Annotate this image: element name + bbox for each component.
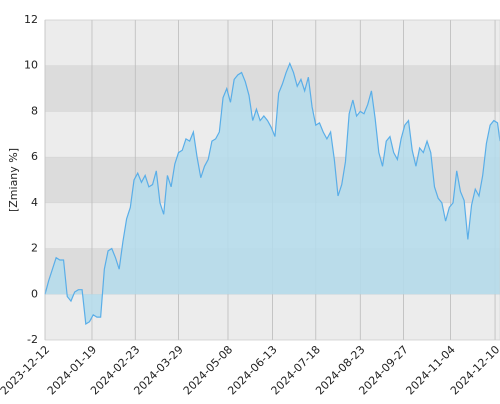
y-tick-label: 6 xyxy=(31,150,38,163)
y-tick-label: 4 xyxy=(31,196,38,209)
y-tick-label: 8 xyxy=(31,104,38,117)
y-tick-label: -2 xyxy=(27,333,38,346)
x-tick-label: 2023-12-12 xyxy=(0,343,52,397)
area xyxy=(45,63,500,325)
line xyxy=(44,61,500,326)
y-tick-label: 2 xyxy=(31,242,38,255)
y-tick-label: 12 xyxy=(24,13,38,26)
y-tick-label: 10 xyxy=(24,59,38,72)
y-tick-label: 0 xyxy=(31,287,38,300)
plot-frame xyxy=(44,19,500,341)
y-axis-label: [Zmiany %] xyxy=(7,148,20,212)
